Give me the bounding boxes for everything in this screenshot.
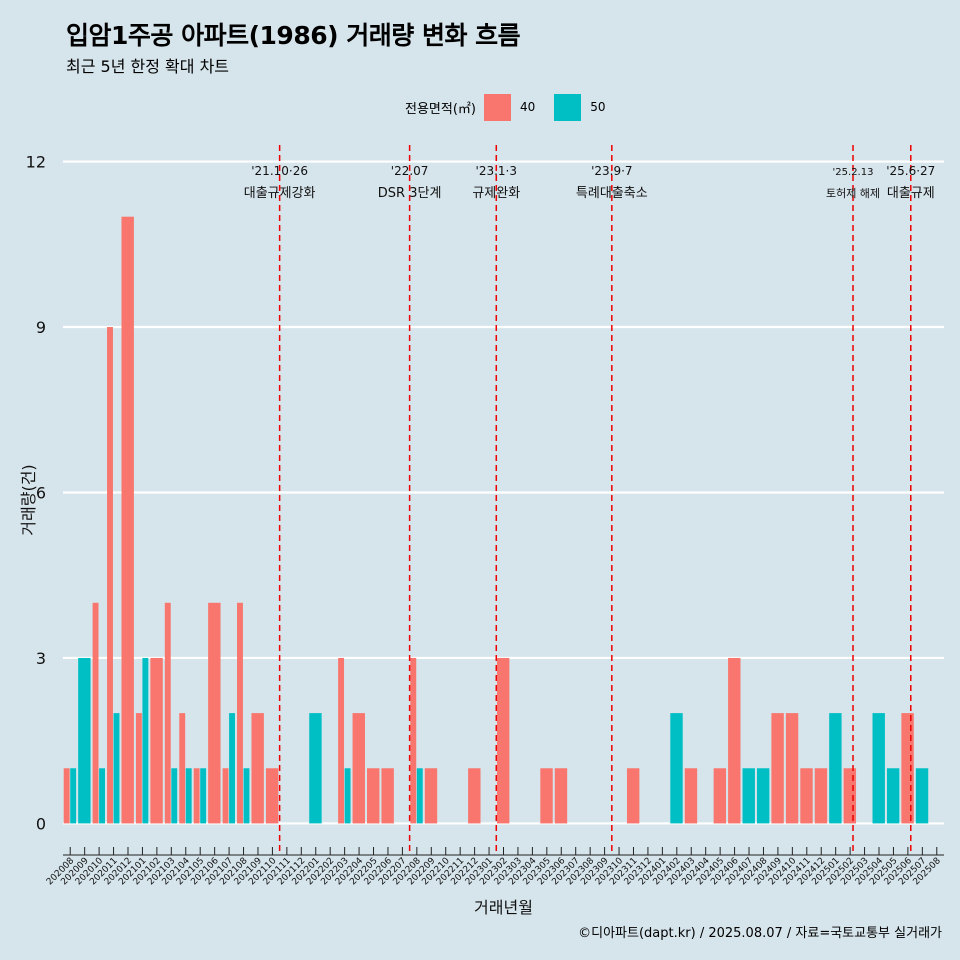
bar-40-202109	[251, 713, 264, 824]
bar-40-202105	[193, 768, 200, 824]
bar-50-202101	[142, 657, 149, 824]
bar-40-202101	[135, 713, 142, 824]
bar-40-202204	[352, 713, 365, 824]
bar-40-202106	[208, 602, 221, 824]
event-date-label: '22.07	[391, 164, 429, 178]
event-name-label: 토허제 해제	[826, 186, 880, 200]
legend-title: 전용면적(㎡)	[405, 101, 476, 117]
bar-50-202008	[70, 768, 77, 824]
event-name-label: 대출규제	[887, 186, 935, 201]
event-date-label: '25.6·27	[886, 164, 935, 178]
bar-40-202108	[237, 602, 243, 824]
y-tick-label: 9	[36, 318, 46, 337]
y-tick-label: 12	[26, 153, 46, 172]
bar-50-202203	[344, 768, 351, 824]
legend-label-40: 40	[519, 100, 536, 114]
bar-40-202305	[540, 768, 553, 824]
bar-50-202108	[243, 768, 250, 824]
legend: 전용면적(㎡) 40 50	[405, 93, 625, 121]
bar-40-202012	[121, 216, 134, 824]
event-name-label: 특례대출축소	[576, 186, 648, 201]
bar-50-202505	[886, 768, 900, 824]
event-name-label: 규제완화	[472, 186, 520, 201]
bar-40-202110	[265, 768, 279, 824]
event-date-label: '21.10·26	[251, 164, 308, 178]
bar-50-202407	[742, 768, 755, 824]
bar-40-202406	[728, 657, 741, 824]
bar-40-202409	[771, 713, 784, 824]
bar-40-202103	[164, 602, 171, 824]
bar-50-202009	[78, 657, 91, 824]
bar-50-202103	[171, 768, 178, 824]
bar-50-202201	[309, 713, 322, 824]
bar-40-202212	[468, 768, 481, 824]
y-tick-label: 0	[36, 814, 46, 833]
event-date-label: '25.2.13	[833, 167, 874, 178]
bar-50-202010	[99, 768, 106, 824]
bar-50-202107	[229, 713, 235, 824]
bar-40-202502	[843, 768, 857, 824]
bar-40-202011	[107, 327, 113, 824]
y-tick-label: 3	[36, 649, 46, 668]
legend-swatch-50	[554, 93, 582, 121]
chart-title: 입암1주공 아파트(1986) 거래량 변화 흐름	[66, 21, 521, 50]
bar-50-202402	[670, 713, 683, 824]
bar-40-202209	[424, 768, 438, 824]
legend-label-50: 50	[590, 100, 606, 114]
source-caption: ©디아파트(dapt.kr) / 2025.08.07 / 자료=국토교통부 실…	[578, 926, 942, 941]
event-name-label: 대출규제강화	[244, 186, 316, 201]
bar-40-202107	[222, 768, 229, 824]
bar-40-202104	[179, 713, 186, 824]
bar-50-202208	[416, 768, 423, 824]
bar-40-202411	[800, 768, 813, 824]
bar-40-202306	[554, 768, 568, 824]
bar-50-202408	[756, 768, 770, 824]
bar-40-202206	[381, 768, 394, 824]
bar-40-202010	[92, 602, 99, 824]
event-date-label: '23.1·3	[476, 164, 517, 178]
y-axis-title: 거래량(건)	[19, 464, 38, 535]
chart-subtitle: 최근 5년 한정 확대 차트	[66, 57, 230, 76]
bar-40-202205	[367, 768, 380, 824]
bar-40-202410	[785, 713, 799, 824]
event-name-label: DSR 3단계	[378, 186, 442, 201]
bar-50-202011	[113, 713, 120, 824]
bar-40-202302	[497, 657, 510, 824]
bar-50-202104	[185, 768, 192, 824]
bar-50-202507	[915, 768, 929, 824]
event-date-label: '23.9·7	[591, 164, 632, 178]
bar-40-202311	[626, 768, 640, 824]
y-tick-label: 6	[36, 483, 46, 502]
bar-40-202208	[410, 657, 417, 824]
bar-40-202203	[338, 657, 345, 824]
bar-40-202506	[901, 713, 914, 824]
bar-40-202403	[684, 768, 698, 824]
bar-40-202102	[150, 657, 163, 824]
bar-50-202105	[200, 768, 207, 824]
bar-50-202501	[829, 713, 842, 824]
legend-swatch-40	[483, 93, 511, 121]
bar-40-202405	[713, 768, 727, 824]
x-axis-title: 거래년월	[474, 898, 533, 917]
bar-50-202504	[872, 713, 885, 824]
bar-40-202008	[63, 768, 70, 824]
bar-40-202412	[814, 768, 828, 824]
